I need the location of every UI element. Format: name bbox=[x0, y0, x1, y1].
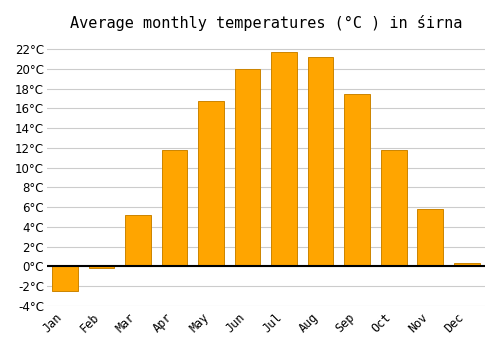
Bar bbox=[344, 94, 370, 266]
Bar bbox=[126, 215, 151, 266]
Bar bbox=[308, 57, 334, 266]
Bar bbox=[418, 209, 443, 266]
Bar bbox=[272, 52, 297, 266]
Bar bbox=[454, 263, 479, 266]
Bar bbox=[52, 266, 78, 291]
Bar bbox=[381, 150, 406, 266]
Title: Average monthly temperatures (°C ) in śirna: Average monthly temperatures (°C ) in śi… bbox=[70, 15, 462, 31]
Bar bbox=[89, 266, 114, 268]
Bar bbox=[235, 69, 260, 266]
Bar bbox=[198, 102, 224, 266]
Bar bbox=[162, 150, 188, 266]
